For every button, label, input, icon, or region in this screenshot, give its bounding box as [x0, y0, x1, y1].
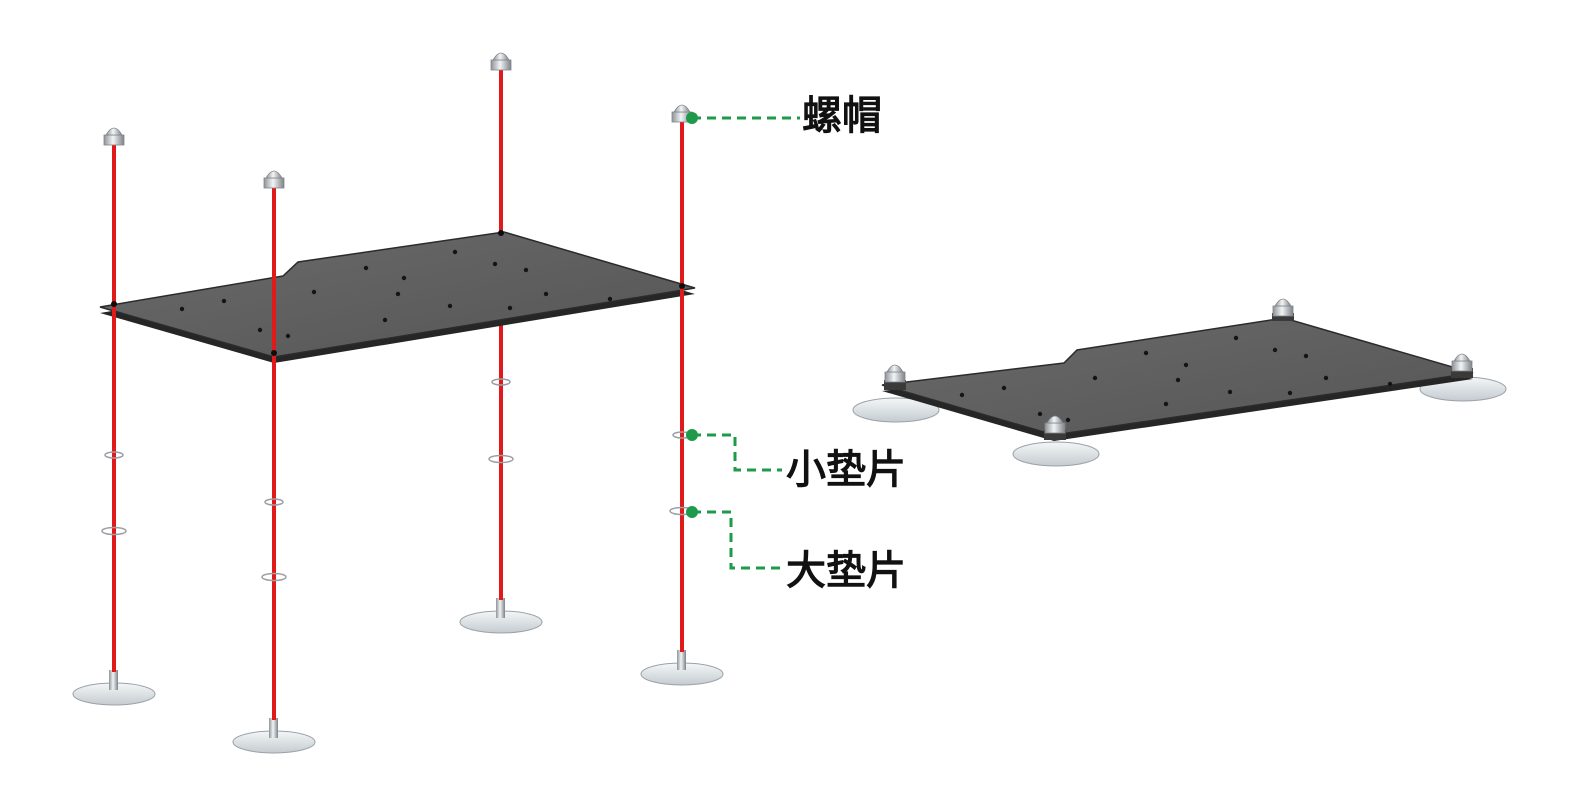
exploded-assembly: [72, 52, 724, 754]
washer-icon: [104, 451, 124, 459]
rod-left: [72, 127, 156, 706]
screw-thread: [109, 670, 118, 690]
acorn-nut-icon: [1451, 353, 1473, 378]
callout-label-small-washer: 小垫片: [786, 447, 906, 493]
callout-label-nut: 螺帽: [802, 93, 882, 139]
leader-large-washer: [692, 510, 782, 570]
plate-holes: [179, 249, 613, 339]
suction-cup-icon: [852, 397, 940, 423]
acorn-nut-icon: [1044, 415, 1066, 440]
assembled-assembly: [852, 298, 1507, 467]
suction-cup-icon: [1012, 441, 1100, 467]
callout-label-large-washer: 大垫片: [786, 548, 906, 594]
washer-icon: [261, 572, 287, 582]
acorn-nut-icon: [884, 364, 906, 390]
leader-dot-large-washer: [686, 506, 698, 518]
washer-icon: [488, 454, 514, 464]
callout-dots: [686, 112, 698, 518]
leader-dot-small-washer: [686, 429, 698, 441]
leader-small-washer: [692, 433, 782, 472]
washer-icon: [491, 378, 511, 386]
mounting-plate: [99, 231, 696, 363]
leader-dot-nut: [686, 112, 698, 124]
acorn-nut-icon: [490, 52, 512, 71]
acorn-nut-icon: [1272, 298, 1294, 321]
rod-back: [459, 52, 543, 634]
screw-thread: [677, 650, 686, 670]
rod-front: [232, 170, 316, 754]
washer-icon: [101, 526, 127, 536]
screw-thread: [269, 718, 278, 738]
washer-icon: [264, 498, 284, 506]
plate-top: [881, 317, 1474, 436]
rod-right: [640, 104, 724, 686]
screw-thread: [496, 598, 505, 618]
callout-leaders: [692, 116, 800, 570]
plate-rod-holes: [111, 230, 685, 356]
acorn-nut-icon: [263, 170, 285, 189]
acorn-nut-icon: [103, 127, 125, 146]
plate-holes: [959, 335, 1393, 423]
